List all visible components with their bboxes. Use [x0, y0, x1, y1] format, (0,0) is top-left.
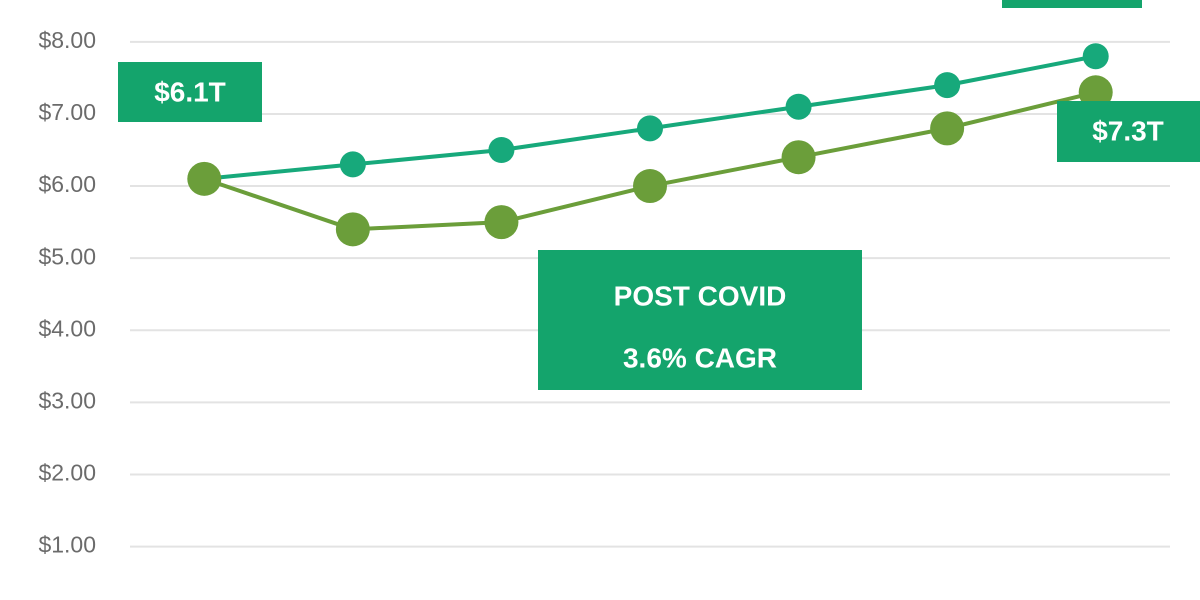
data-point: [484, 205, 519, 240]
y-tick-label: $8.00: [38, 27, 96, 53]
y-tick-label: $5.00: [38, 243, 96, 269]
series-line: [203, 90, 1097, 232]
data-point: [637, 115, 663, 142]
annotation-box: [1002, 0, 1142, 8]
y-tick-label: $1.00: [38, 532, 96, 558]
annotation: POST COVID: [614, 280, 787, 311]
data-point: [339, 151, 366, 178]
data-point: [1082, 43, 1109, 70]
data-point: [781, 140, 816, 175]
annotation-box: [118, 62, 262, 122]
y-tick-label: $2.00: [38, 460, 96, 486]
data-point: [785, 93, 812, 120]
data-point: [335, 212, 370, 247]
data-point: [187, 161, 222, 196]
annotation-box: [1057, 101, 1200, 162]
annotation: $6.1T: [154, 76, 226, 107]
y-tick-label: $7.00: [38, 99, 96, 125]
y-tick-label: $3.00: [38, 387, 96, 413]
data-point: [930, 111, 965, 146]
data-point: [1078, 75, 1113, 110]
y-tick-label: $6.00: [38, 171, 96, 197]
annotation: $7.3T: [1092, 115, 1164, 146]
annotation-box: [538, 250, 862, 390]
annotation: 3.6% CAGR: [623, 342, 777, 373]
y-tick-label: $4.00: [38, 315, 96, 341]
data-point: [633, 169, 667, 204]
data-point: [488, 137, 515, 163]
data-point: [934, 72, 961, 99]
